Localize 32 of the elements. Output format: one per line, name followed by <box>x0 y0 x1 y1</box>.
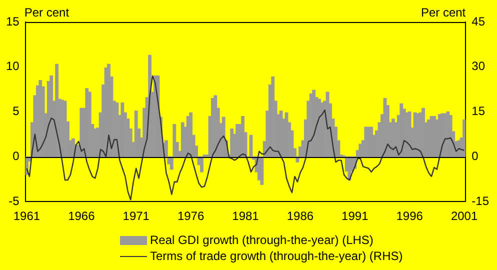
bar <box>200 156 204 172</box>
x-tick-label: 1991 <box>342 209 369 224</box>
x-tick-label: 2001 <box>450 209 478 224</box>
bar <box>271 76 275 158</box>
bar <box>241 116 244 158</box>
y-tick-label: -5 <box>8 194 20 208</box>
y2-tick-label: 0 <box>472 149 479 164</box>
x-tick-label: 1981 <box>232 209 260 224</box>
x-tick-label: 1961 <box>13 209 40 224</box>
bar <box>462 120 466 158</box>
legend-label: Terms of trade growth (through-the-year) (RHS) <box>150 249 403 263</box>
bar <box>189 112 193 158</box>
x-tick-label: 1966 <box>68 209 96 224</box>
y2-axis-title: Per cent <box>420 5 466 20</box>
y-axis-title: Per cent <box>24 5 70 20</box>
y2-tick-label: 30 <box>472 59 486 74</box>
x-tick-label: 1971 <box>122 209 150 224</box>
y2-tick-label: 15 <box>472 104 486 118</box>
x-tick-label: 1996 <box>396 209 424 224</box>
y2-tick-label: -15 <box>472 194 490 208</box>
y-tick-label: 5 <box>12 104 20 118</box>
legend-label: Real GDI growth (through-the-year) (LHS) <box>150 233 374 247</box>
y2-tick-label: 45 <box>472 14 486 28</box>
bar <box>50 76 54 158</box>
bar <box>422 108 425 158</box>
bar <box>120 102 124 158</box>
x-tick-label: 1976 <box>177 209 204 224</box>
y-tick-label: 10 <box>6 59 20 74</box>
y-tick-label: 15 <box>6 14 20 28</box>
y-tick-label: 0 <box>12 149 20 164</box>
x-tick-label: 1986 <box>286 209 314 224</box>
bar <box>230 128 234 158</box>
